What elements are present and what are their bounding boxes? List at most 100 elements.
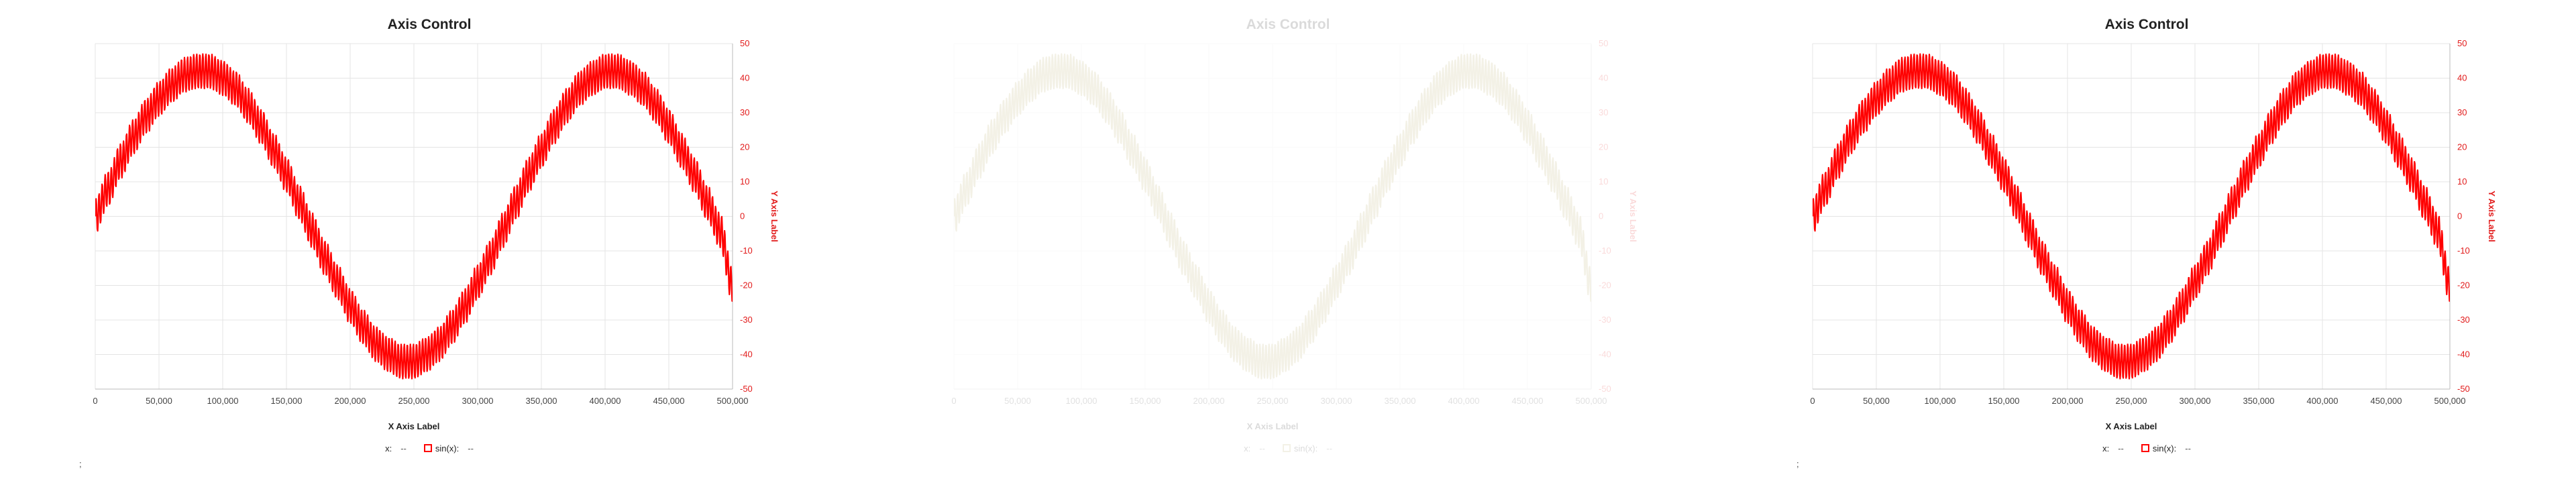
legend-item-sin[interactable]: sin(x): --	[423, 443, 474, 453]
x-tick-label: 500,000	[1576, 396, 1607, 406]
y-tick-label: 10	[2457, 176, 2467, 186]
y-tick-label: 0	[740, 211, 745, 221]
y-tick-label: -20	[1599, 280, 1611, 290]
chart-panel-2: Axis Control 50 40 30 20 10 0 -10 -20 -30 -40 -50 0 5…	[859, 0, 1717, 483]
x-tick-label: 50,000	[1863, 396, 1890, 406]
x-tick-label: 50,000	[1004, 396, 1031, 406]
legend-sin-label: sin(x):	[2152, 443, 2177, 453]
x-tick-label: 400,000	[1448, 396, 1480, 406]
y-tick-label: -40	[740, 350, 753, 360]
y-tick-label: 40	[740, 73, 749, 83]
x-tick-label: 500,000	[717, 396, 749, 406]
x-tick-label: 450,000	[653, 396, 685, 406]
x-tick-label: 200,000	[1193, 396, 1225, 406]
chart-title: Axis Control	[1246, 17, 1330, 32]
y-tick-label: -10	[740, 246, 753, 256]
legend-x-value: --	[1259, 443, 1265, 453]
chart-1-svg: Axis Control 50 40 30 20 10 0 -10 -20 -30 -40 -50 0 5…	[93, 17, 780, 431]
y-tick-label: 30	[1599, 107, 1608, 117]
x-tick-label: 300,000	[462, 396, 494, 406]
x-tick-label: 100,000	[1925, 396, 1956, 406]
y-tick-label: -20	[2457, 280, 2470, 290]
x-tick-label: 350,000	[2243, 396, 2275, 406]
x-tick-label: 450,000	[1512, 396, 1544, 406]
legend-sin-swatch	[1282, 444, 1291, 452]
series-line-sin	[954, 53, 1591, 380]
y-tick-label: 20	[740, 142, 749, 152]
chart-panel-3: Axis Control 50 40 30 20 10 0 -10 -20 -30 -40 -50 0 5…	[1717, 0, 2576, 483]
y-tick-label: -10	[1599, 246, 1611, 256]
legend-x-value: --	[400, 443, 407, 453]
x-tick-label: 250,000	[398, 396, 430, 406]
x-axis-label: X Axis Label	[1247, 421, 1299, 431]
legend-sin-value: --	[2185, 443, 2191, 453]
y-axis-label: Y Axis Label	[769, 191, 780, 242]
footer-mark: ;	[1796, 459, 1799, 469]
y-tick-label: -30	[1599, 315, 1611, 325]
legend-item-x: x: --	[2102, 443, 2124, 453]
x-tick-label: 300,000	[1321, 396, 1352, 406]
x-tick-label: 0	[1810, 396, 1815, 406]
legend-sin-swatch	[2141, 444, 2149, 452]
x-tick-label: 150,000	[271, 396, 303, 406]
y-tick-label: -50	[1599, 384, 1611, 394]
y-tick-label: 50	[1599, 38, 1608, 48]
x-axis-label: X Axis Label	[2106, 421, 2157, 431]
chart-title: Axis Control	[388, 17, 472, 32]
legend-item-sin[interactable]: sin(x): --	[2141, 443, 2191, 453]
x-tick-label: 50,000	[146, 396, 172, 406]
x-tick-label: 100,000	[1066, 396, 1097, 406]
y-tick-label: -40	[1599, 350, 1611, 360]
chart-3-legend: x: -- sin(x): --	[1717, 441, 2576, 455]
legend-item-x: x: --	[385, 443, 407, 453]
x-tick-label: 100,000	[207, 396, 239, 406]
y-tick-label: -10	[2457, 246, 2470, 256]
chart-1-legend: x: -- sin(x): --	[0, 441, 859, 455]
series-line-sin	[95, 53, 733, 380]
y-tick-label: 0	[2457, 211, 2462, 221]
y-tick-label: 10	[740, 176, 749, 186]
y-tick-label: 0	[1599, 211, 1603, 221]
legend-x-value: --	[2118, 443, 2124, 453]
y-tick-label: 50	[2457, 38, 2467, 48]
x-tick-label: 400,000	[590, 396, 621, 406]
y-tick-label: 30	[740, 107, 749, 117]
y-axis-label: Y Axis Label	[1628, 191, 1638, 242]
x-tick-label: 150,000	[1130, 396, 1161, 406]
x-tick-label: 200,000	[335, 396, 366, 406]
series-line-sin	[1813, 53, 2450, 380]
y-tick-label: 20	[2457, 142, 2467, 152]
x-tick-label: 350,000	[526, 396, 557, 406]
y-tick-label: 50	[740, 38, 749, 48]
x-tick-label: 350,000	[1385, 396, 1416, 406]
x-tick-label: 300,000	[2180, 396, 2211, 406]
y-tick-label: -50	[740, 384, 753, 394]
y-axis-label: Y Axis Label	[2487, 191, 2497, 242]
legend-sin-value: --	[1326, 443, 1332, 453]
x-tick-label: 400,000	[2307, 396, 2339, 406]
chart-2-svg: Axis Control 50 40 30 20 10 0 -10 -20 -30 -40 -50 0 5…	[951, 17, 1638, 431]
x-axis-label: X Axis Label	[388, 421, 440, 431]
x-tick-label: 0	[93, 396, 97, 406]
x-tick-label: 500,000	[2434, 396, 2466, 406]
legend-x-label: x:	[2102, 443, 2110, 453]
y-tick-label: 40	[2457, 73, 2467, 83]
y-tick-label: -30	[2457, 315, 2470, 325]
legend-item-x: x: --	[1244, 443, 1265, 453]
chart-3-svg: Axis Control 50 40 30 20 10 0 -10 -20 -30 -40 -50 0 5…	[1810, 17, 2497, 431]
legend-x-label: x:	[1244, 443, 1251, 453]
x-tick-label: 200,000	[2052, 396, 2084, 406]
legend-sin-value: --	[468, 443, 474, 453]
footer-mark: ;	[79, 459, 82, 469]
legend-x-label: x:	[385, 443, 392, 453]
chart-panel-1: Axis Control 50 40 30 20 10 0 -10 -20 -30 -40 -50 0 5…	[0, 0, 859, 483]
y-tick-label: -20	[740, 280, 753, 290]
legend-item-sin[interactable]: sin(x): --	[1282, 443, 1332, 453]
x-tick-label: 0	[951, 396, 956, 406]
legend-sin-swatch	[423, 444, 432, 452]
y-tick-label: -40	[2457, 350, 2470, 360]
chart-2-legend: x: -- sin(x): --	[859, 441, 1717, 455]
y-tick-label: -30	[740, 315, 753, 325]
y-tick-label: 10	[1599, 176, 1608, 186]
y-tick-label: 30	[2457, 107, 2467, 117]
